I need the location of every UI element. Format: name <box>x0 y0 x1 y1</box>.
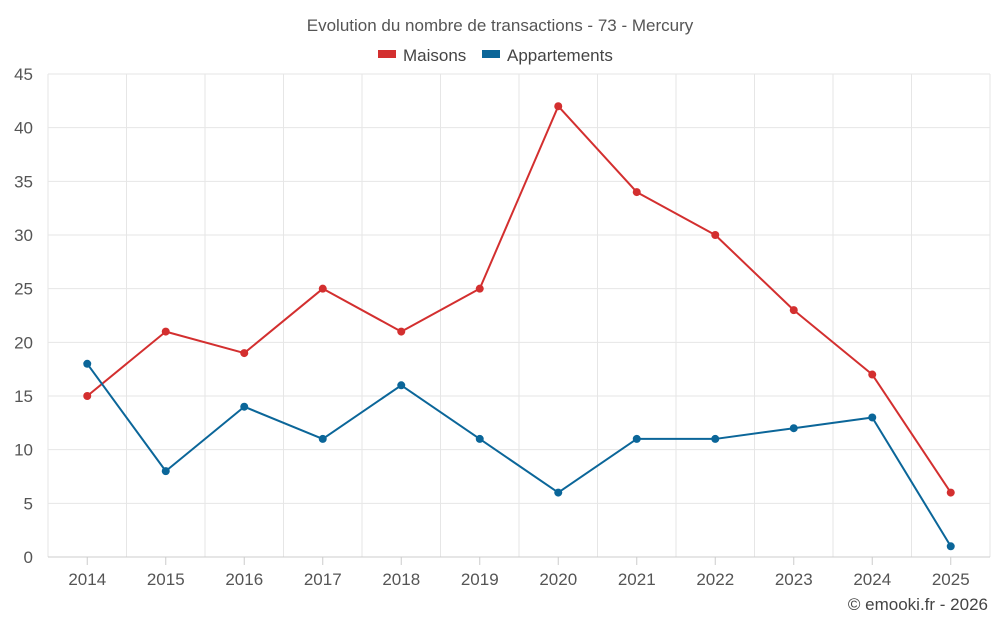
data-point-maisons-2018[interactable] <box>397 327 406 336</box>
data-point-maisons-2014[interactable] <box>83 392 92 400</box>
legend-label-appartements: Appartements <box>507 46 613 65</box>
x-tick-label-2017: 2017 <box>304 570 342 589</box>
data-point-appartements-2021[interactable] <box>632 434 641 443</box>
data-point-maisons-2019[interactable] <box>475 284 484 293</box>
x-tick-label-2019: 2019 <box>461 570 499 589</box>
data-point-maisons-2025[interactable] <box>946 488 955 497</box>
data-point-appartements-2023[interactable] <box>789 424 798 433</box>
data-point-appartements-2014[interactable] <box>83 359 92 368</box>
legend-swatch-maisons <box>378 50 396 58</box>
x-tick-label-2021: 2021 <box>618 570 656 589</box>
data-point-appartements-2015[interactable] <box>161 467 170 476</box>
y-tick-label: 10 <box>14 441 33 460</box>
series-appartements <box>83 359 955 551</box>
data-point-appartements-2020[interactable] <box>554 488 563 497</box>
y-tick-label: 0 <box>24 548 33 567</box>
data-point-appartements-2019[interactable] <box>475 434 484 443</box>
series-maisons <box>83 102 955 497</box>
data-point-maisons-2021[interactable] <box>632 188 641 197</box>
series-line-appartements <box>86 363 952 547</box>
data-point-maisons-2016[interactable] <box>240 349 249 358</box>
data-point-maisons-2015[interactable] <box>161 327 170 336</box>
credit-text: © emooki.fr - 2026 <box>848 595 988 614</box>
legend-item-maisons[interactable]: Maisons <box>378 46 466 65</box>
legend-label-maisons: Maisons <box>403 46 466 65</box>
y-tick-label: 15 <box>14 387 33 406</box>
x-tick-label-2015: 2015 <box>147 570 185 589</box>
data-point-maisons-2022[interactable] <box>711 231 720 239</box>
data-point-appartements-2017[interactable] <box>318 434 327 443</box>
series-line-maisons <box>86 105 952 494</box>
x-tick-label-2023: 2023 <box>775 570 813 589</box>
data-point-maisons-2023[interactable] <box>789 306 798 315</box>
data-point-maisons-2020[interactable] <box>554 102 563 111</box>
y-tick-label: 45 <box>14 65 33 84</box>
grid <box>47 73 991 557</box>
data-point-appartements-2024[interactable] <box>868 413 877 422</box>
y-tick-label: 35 <box>14 172 33 191</box>
chart-title: Evolution du nombre de transactions - 73… <box>307 16 694 35</box>
y-tick-label: 40 <box>14 119 33 138</box>
y-tick-label: 20 <box>14 333 33 352</box>
x-tick-label-2016: 2016 <box>225 570 263 589</box>
data-point-appartements-2022[interactable] <box>711 434 720 443</box>
y-tick-label: 30 <box>14 226 33 245</box>
x-tick-label-2020: 2020 <box>539 570 577 589</box>
data-point-appartements-2016[interactable] <box>240 402 249 411</box>
data-point-maisons-2024[interactable] <box>868 370 877 379</box>
x-tick-label-2025: 2025 <box>932 570 970 589</box>
x-tick-label-2018: 2018 <box>382 570 420 589</box>
x-tick-label-2022: 2022 <box>696 570 734 589</box>
legend: Maisons Appartements <box>378 46 613 65</box>
data-point-maisons-2017[interactable] <box>318 284 327 293</box>
x-tick-label-2014: 2014 <box>68 570 106 589</box>
series <box>83 102 955 551</box>
data-point-appartements-2025[interactable] <box>946 542 955 551</box>
legend-swatch-appartements <box>482 50 500 58</box>
y-tick-label: 5 <box>24 494 33 513</box>
data-point-appartements-2018[interactable] <box>397 381 406 390</box>
x-tick-label-2024: 2024 <box>853 570 891 589</box>
y-tick-label: 25 <box>14 280 33 299</box>
legend-item-appartements[interactable]: Appartements <box>482 46 613 65</box>
